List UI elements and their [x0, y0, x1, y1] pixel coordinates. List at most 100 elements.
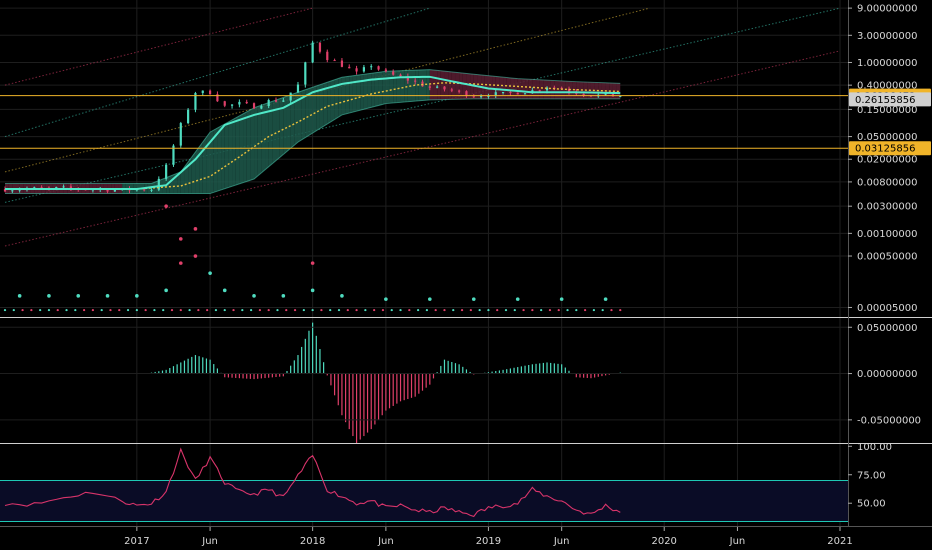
candle-body[interactable] [458, 90, 461, 92]
candle-body[interactable] [523, 93, 527, 95]
candle-body[interactable] [113, 189, 116, 192]
candle-body[interactable] [377, 66, 380, 70]
candle-body[interactable] [245, 101, 248, 104]
cloud-segment [257, 105, 262, 176]
candle-body[interactable] [509, 92, 512, 94]
candle-body[interactable] [62, 186, 65, 188]
level-tag-lower[interactable] [849, 141, 931, 156]
candle-body[interactable] [289, 92, 292, 101]
candle-body[interactable] [494, 92, 497, 96]
cloud-segment [499, 76, 504, 99]
candle-body[interactable] [304, 62, 307, 85]
channel-line-1[interactable] [4, 7, 430, 138]
pane-separators[interactable] [0, 0, 932, 527]
candle-body[interactable] [252, 103, 256, 109]
candle-body[interactable] [414, 80, 417, 82]
candle-body[interactable] [260, 106, 263, 109]
last-price-tag-text: 0.26155856 [855, 95, 915, 106]
candle-body[interactable] [194, 93, 197, 110]
dot-baseline [267, 308, 270, 312]
histogram-pane[interactable] [0, 322, 848, 443]
candle-body[interactable] [436, 86, 439, 88]
candle-body[interactable] [230, 104, 234, 106]
candle-body[interactable] [18, 189, 21, 191]
candle-body[interactable] [267, 100, 270, 107]
candle-body[interactable] [560, 87, 563, 89]
candle-body[interactable] [40, 187, 43, 189]
candle-body[interactable] [187, 109, 190, 124]
price-tick-label: 9.00000000 [857, 4, 917, 15]
candle-body[interactable] [274, 100, 278, 102]
candle-body[interactable] [450, 89, 453, 91]
candle-body[interactable] [516, 92, 519, 95]
channel-line-3[interactable] [4, 7, 841, 203]
candle-body[interactable] [392, 71, 395, 75]
candle-body[interactable] [604, 93, 607, 95]
dot-point [208, 271, 212, 275]
channel-line-0[interactable] [4, 7, 313, 86]
candle-body[interactable] [11, 190, 14, 192]
candle-body[interactable] [157, 178, 160, 190]
rsi-line[interactable] [4, 447, 621, 518]
rsi-pane[interactable] [0, 447, 848, 522]
candle-body[interactable] [406, 76, 409, 81]
dot-point [105, 294, 110, 298]
candle-body[interactable] [238, 101, 241, 105]
candle-body[interactable] [326, 51, 329, 61]
dot-baseline [443, 308, 446, 312]
candle-body[interactable] [479, 96, 483, 98]
candle-body[interactable] [399, 74, 402, 77]
candle-body[interactable] [567, 88, 571, 92]
candle-body[interactable] [143, 189, 146, 191]
candle-body[interactable] [340, 60, 344, 67]
candle-body[interactable] [296, 84, 300, 93]
time-tick-label: 2017 [124, 536, 149, 547]
last-price-tag[interactable] [849, 92, 931, 107]
candle-body[interactable] [472, 96, 475, 98]
candle-body[interactable] [69, 186, 73, 189]
candle-body[interactable] [179, 123, 182, 146]
candle-body[interactable] [216, 94, 219, 102]
candle-body[interactable] [443, 86, 446, 90]
candle-body[interactable] [201, 90, 204, 94]
price-pane[interactable] [0, 7, 848, 312]
candle-body[interactable] [106, 188, 109, 192]
slow-moving-average[interactable] [5, 82, 621, 190]
candle-body[interactable] [501, 92, 505, 94]
candle-body[interactable] [223, 101, 226, 106]
candle-body[interactable] [3, 189, 7, 192]
candle-body[interactable] [33, 187, 36, 189]
candle-body[interactable] [384, 69, 387, 72]
candle-body[interactable] [582, 93, 585, 96]
cloud-segment [543, 79, 548, 99]
fast-moving-average[interactable] [5, 75, 621, 191]
price-axis[interactable]: 9.00000000 3.00000000 1.00000000 0.40000000… [848, 4, 931, 510]
candle-body[interactable] [333, 60, 336, 62]
candle-body[interactable] [355, 68, 358, 72]
candle-body[interactable] [370, 66, 373, 68]
candle-body[interactable] [318, 42, 322, 52]
candle-body[interactable] [487, 95, 490, 97]
candle-body[interactable] [619, 95, 622, 97]
candle-body[interactable] [362, 67, 366, 72]
dot-baseline [293, 308, 297, 312]
candle-body[interactable] [165, 164, 168, 179]
candle-body[interactable] [150, 189, 153, 191]
cloud-segment [444, 71, 449, 100]
cloud-segment [349, 75, 353, 114]
candle-body[interactable] [55, 186, 58, 188]
candle-body[interactable] [428, 86, 431, 88]
cloud-segment [371, 72, 375, 108]
candle-body[interactable] [538, 90, 541, 92]
candle-body[interactable] [208, 90, 212, 95]
candle-body[interactable] [282, 100, 285, 102]
candle-body[interactable] [348, 66, 351, 69]
candle-body[interactable] [172, 145, 175, 165]
candle-body[interactable] [311, 42, 314, 63]
rsi-tick-label: 100.00 [857, 442, 892, 453]
channel-line-4[interactable] [4, 50, 841, 247]
candle-body[interactable] [545, 87, 549, 91]
time-axis[interactable]: 2017 Jun 2018 Jun 2019 Jun 2020 Jun 2021 [124, 527, 853, 547]
candle-body[interactable] [465, 91, 468, 97]
